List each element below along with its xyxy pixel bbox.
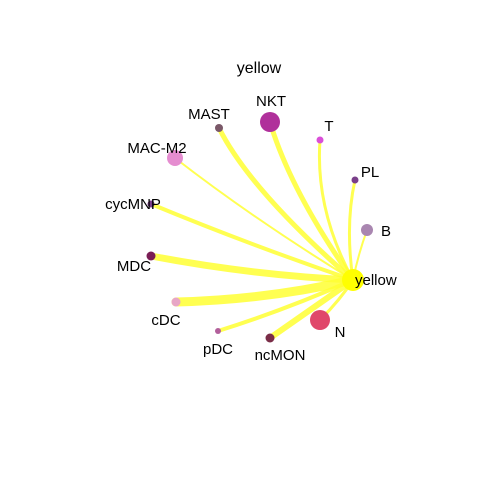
node-label-mast: MAST xyxy=(188,106,230,123)
node-ncmon xyxy=(265,333,275,343)
node-label-cycmnp: cycMNP xyxy=(105,196,161,213)
node-cdc xyxy=(171,297,181,307)
node-b xyxy=(361,224,373,236)
node-label-mac-m2: MAC-M2 xyxy=(127,140,186,157)
edge-pl-to-yellow xyxy=(347,178,357,282)
node-label-nkt: NKT xyxy=(256,93,286,110)
edge-pdc-to-yellow xyxy=(216,278,355,333)
label-layer: NKT MAST T PL B MAC-M2 cycMNP MDC cDC pDC ncMON Nye… xyxy=(105,93,397,364)
edge-cdc-to-yellow xyxy=(171,275,358,307)
edge-t-to-yellow xyxy=(317,138,355,282)
edge-ncmon-to-yellow xyxy=(267,277,356,341)
node-label-b: B xyxy=(381,223,391,240)
edge-mac-m2-to-yellow xyxy=(174,157,354,281)
node-label-n: N xyxy=(335,324,346,341)
edge-mast-to-yellow xyxy=(216,125,356,283)
node-cycmnp xyxy=(147,200,155,208)
node-layer xyxy=(146,112,373,343)
node-label-pdc: pDC xyxy=(203,341,233,358)
node-mdc xyxy=(146,251,156,261)
node-label-cdc: cDC xyxy=(151,312,180,329)
node-nkt xyxy=(260,112,280,132)
node-t xyxy=(316,136,324,144)
node-pdc xyxy=(215,328,221,334)
edge-cycmnp-to-yellow xyxy=(149,202,355,282)
node-label-pl: PL xyxy=(361,164,379,181)
node-pl xyxy=(351,176,359,184)
node-n xyxy=(310,310,330,330)
node-label-mdc: MDC xyxy=(117,258,151,275)
node-label-yellow-center: yellow xyxy=(355,272,397,289)
node-label-t: T xyxy=(324,118,333,135)
node-yellow-center xyxy=(342,269,364,291)
edge-nkt-to-yellow xyxy=(267,119,356,283)
edge-mdc-to-yellow xyxy=(147,252,357,284)
node-mac-m2 xyxy=(167,150,183,166)
node-label-ncmon: ncMON xyxy=(255,347,306,364)
diagram-title: yellow xyxy=(237,60,282,77)
node-mast xyxy=(215,124,223,132)
